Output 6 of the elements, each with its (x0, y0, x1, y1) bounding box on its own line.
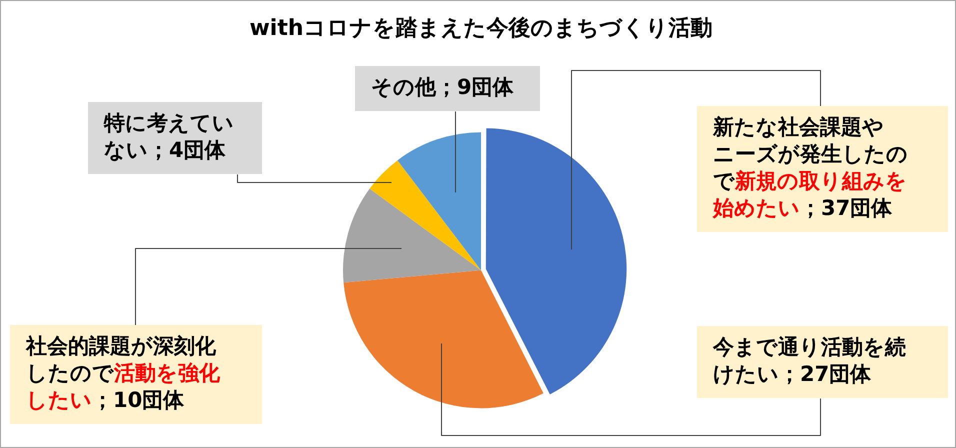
slice-label: 社会的課題が深刻化したので活動を強化したい；10団体 (25, 334, 221, 412)
chart-title: withコロナを踏まえた今後のまちづくり活動 (249, 16, 713, 41)
slice-label: 今まで通り活動を続けたい；27団体 (712, 334, 906, 386)
slice-label: その他；9団体 (371, 74, 515, 99)
slice-label: 新たな社会課題やニーズが発生したので新規の取り組みを始めたい；37団体 (712, 114, 908, 220)
slice-label: 特に考えていない；4団体 (103, 110, 234, 162)
